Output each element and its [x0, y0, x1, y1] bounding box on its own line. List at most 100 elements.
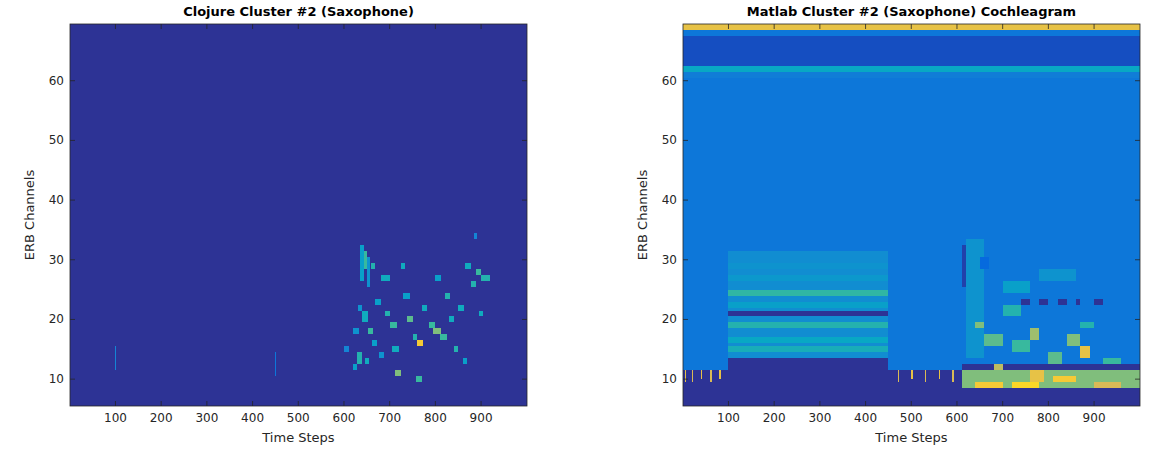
- heat-cell: [975, 382, 1002, 388]
- x-tick: [115, 24, 116, 29]
- x-tick: [252, 401, 253, 406]
- x-tick: [728, 401, 729, 406]
- heat-cell: [685, 370, 686, 382]
- y-tick: [70, 319, 75, 320]
- heat-cell: [407, 316, 412, 322]
- y-tick-label: 20: [49, 312, 64, 326]
- title: Clojure Cluster #2 (Saxophone): [183, 4, 414, 19]
- x-axis-title: Time Steps: [874, 430, 948, 445]
- heat-cell: [728, 322, 888, 328]
- heat-cell: [367, 257, 371, 287]
- x-tick: [389, 24, 390, 29]
- x-tick: [1048, 24, 1049, 29]
- y-tick-label: 30: [662, 253, 677, 267]
- x-tick-label: 200: [150, 411, 173, 425]
- heat-cell: [888, 364, 961, 370]
- heat-cell: [962, 245, 966, 287]
- heat-cell: [481, 275, 490, 281]
- y-tick: [1135, 319, 1140, 320]
- y-tick: [522, 80, 527, 81]
- x-tick-label: 300: [195, 411, 218, 425]
- x-tick: [1094, 24, 1095, 29]
- heat-cell: [975, 322, 984, 328]
- heat-cell: [728, 263, 888, 269]
- y-tick: [683, 319, 688, 320]
- y-tick-label: 10: [49, 372, 64, 386]
- heat-cell: [728, 275, 888, 281]
- y-tick: [70, 80, 75, 81]
- heat-cell: [403, 293, 410, 299]
- x-tick: [956, 24, 957, 29]
- heat-cell: [360, 245, 364, 281]
- y-tick: [1135, 140, 1140, 141]
- x-tick: [956, 401, 957, 406]
- x-tick-label: 400: [854, 411, 877, 425]
- y-tick: [683, 200, 688, 201]
- x-tick: [435, 24, 436, 29]
- heat-cell: [728, 311, 888, 317]
- x-tick-label: 900: [1083, 411, 1106, 425]
- heat-cell: [911, 370, 912, 379]
- y-axis-title: ERB Channels: [22, 170, 37, 261]
- y-tick: [683, 140, 688, 141]
- y-tick-label: 40: [662, 193, 677, 207]
- heat-cell: [375, 299, 380, 305]
- heat-cell: [454, 346, 459, 352]
- heat-cell: [275, 352, 277, 376]
- x-tick: [1002, 24, 1003, 29]
- y-tick-label: 30: [49, 253, 64, 267]
- heat-cell: [1039, 269, 1076, 281]
- y-tick-label: 60: [662, 74, 677, 88]
- heat-cell: [463, 358, 468, 364]
- heat-cell: [683, 24, 1140, 30]
- heat-cell: [1080, 322, 1094, 328]
- x-axis-title: Time Steps: [261, 430, 335, 445]
- cells: [70, 24, 527, 406]
- heat-cell: [1076, 299, 1081, 305]
- heat-cell: [371, 263, 375, 269]
- x-tick-label: 100: [104, 411, 127, 425]
- x-tick: [774, 24, 775, 29]
- heat-cell: [683, 364, 728, 370]
- heat-cell: [728, 302, 888, 308]
- heat-cell: [70, 24, 527, 406]
- heat-cell: [728, 251, 888, 358]
- heat-cell: [1030, 370, 1044, 382]
- y-tick: [70, 140, 75, 141]
- heat-cell: [479, 311, 484, 317]
- heat-cell: [898, 370, 899, 382]
- figure: 100200300400500600700800900102030405060C…: [0, 0, 1156, 458]
- panel: 100200300400500600700800900102030405060C…: [22, 4, 527, 445]
- heat-cell: [390, 322, 397, 328]
- heat-cell: [379, 352, 384, 358]
- x-tick-label: 200: [763, 411, 786, 425]
- heat-cell: [1003, 281, 1030, 293]
- heat-cell: [952, 370, 953, 382]
- heat-cell: [1012, 382, 1039, 388]
- heat-cell: [353, 328, 358, 334]
- y-tick: [683, 259, 688, 260]
- x-tick-label: 500: [900, 411, 923, 425]
- x-tick-label: 500: [287, 411, 310, 425]
- x-tick: [389, 401, 390, 406]
- heat-cell: [465, 263, 471, 269]
- heat-cell: [701, 370, 702, 379]
- panel: 100200300400500600700800900102030405060M…: [635, 4, 1140, 445]
- x-tick: [819, 401, 820, 406]
- heat-cell: [1021, 299, 1030, 305]
- heat-cell: [435, 275, 440, 281]
- x-tick: [1002, 401, 1003, 406]
- x-tick-label: 800: [424, 411, 447, 425]
- heat-cell: [692, 370, 693, 382]
- y-axis-title: ERB Channels: [635, 170, 650, 261]
- x-tick-label: 900: [470, 411, 493, 425]
- heat-cell: [357, 352, 362, 364]
- heat-cell: [449, 316, 454, 322]
- x-tick: [1094, 401, 1095, 406]
- heat-cell: [683, 36, 1140, 66]
- x-tick: [1048, 401, 1049, 406]
- heat-cell: [710, 370, 711, 382]
- heat-cell: [683, 24, 1140, 406]
- x-tick-label: 400: [241, 411, 264, 425]
- heat-cell: [1003, 305, 1021, 317]
